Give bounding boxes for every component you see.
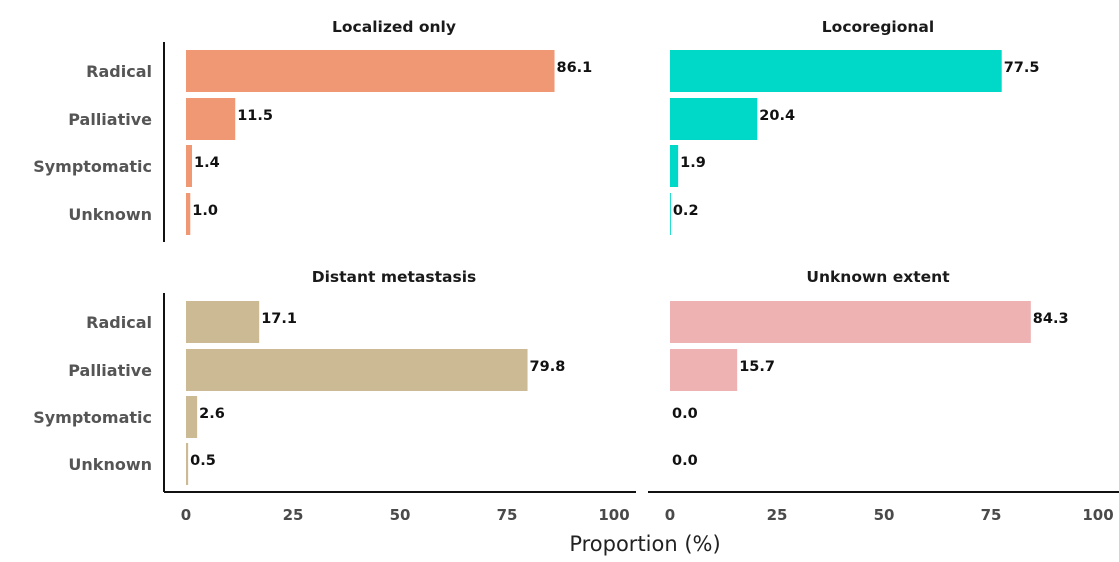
data-label: 77.5 (1004, 60, 1040, 76)
data-label: 17.1 (261, 311, 297, 327)
x-tick-label: 0 (181, 506, 191, 524)
panel-title: Locoregional (822, 18, 934, 36)
data-label: 1.4 (194, 155, 220, 171)
data-label: 79.8 (530, 359, 566, 375)
category-label: Unknown (68, 205, 152, 224)
panel-title: Distant metastasis (312, 268, 477, 286)
bar (670, 349, 738, 391)
x-tick-label: 50 (874, 506, 895, 524)
bar (186, 396, 198, 438)
bar (186, 301, 260, 343)
x-tick-label: 75 (981, 506, 1002, 524)
data-label: 1.9 (680, 155, 706, 171)
data-label: 0.0 (672, 453, 698, 469)
panel-title: Localized only (332, 18, 456, 36)
x-tick-label: 0 (665, 506, 675, 524)
data-label: 0.2 (673, 203, 699, 219)
bar (186, 349, 528, 391)
bar (186, 443, 189, 485)
data-label: 0.5 (190, 453, 216, 469)
bar (186, 98, 236, 140)
data-label: 15.7 (739, 359, 775, 375)
category-label: Symptomatic (33, 157, 152, 176)
bar (186, 145, 192, 187)
data-label: 11.5 (237, 108, 273, 124)
x-tick-label: 75 (497, 506, 518, 524)
bar (670, 301, 1031, 343)
category-label: Radical (86, 62, 152, 81)
data-label: 1.0 (192, 203, 218, 219)
x-axis-title: Proportion (%) (569, 532, 720, 556)
bar (670, 50, 1002, 92)
x-tick-label: 25 (767, 506, 788, 524)
bar (186, 50, 555, 92)
data-label: 20.4 (759, 108, 795, 124)
data-label: 0.0 (672, 406, 698, 422)
category-label: Palliative (68, 110, 152, 129)
category-label: Radical (86, 313, 152, 332)
bar (670, 98, 758, 140)
x-tick-label: 100 (1082, 506, 1113, 524)
category-label: Symptomatic (33, 408, 152, 427)
x-tick-label: 25 (283, 506, 304, 524)
bar (186, 193, 191, 235)
data-label: 84.3 (1033, 311, 1069, 327)
x-tick-label: 50 (390, 506, 411, 524)
data-label: 86.1 (557, 60, 593, 76)
bar (670, 145, 679, 187)
category-label: Palliative (68, 361, 152, 380)
bar (670, 193, 671, 235)
x-tick-label: 100 (598, 506, 629, 524)
panel-title: Unknown extent (806, 268, 950, 286)
data-label: 2.6 (199, 406, 225, 422)
category-label: Unknown (68, 455, 152, 474)
